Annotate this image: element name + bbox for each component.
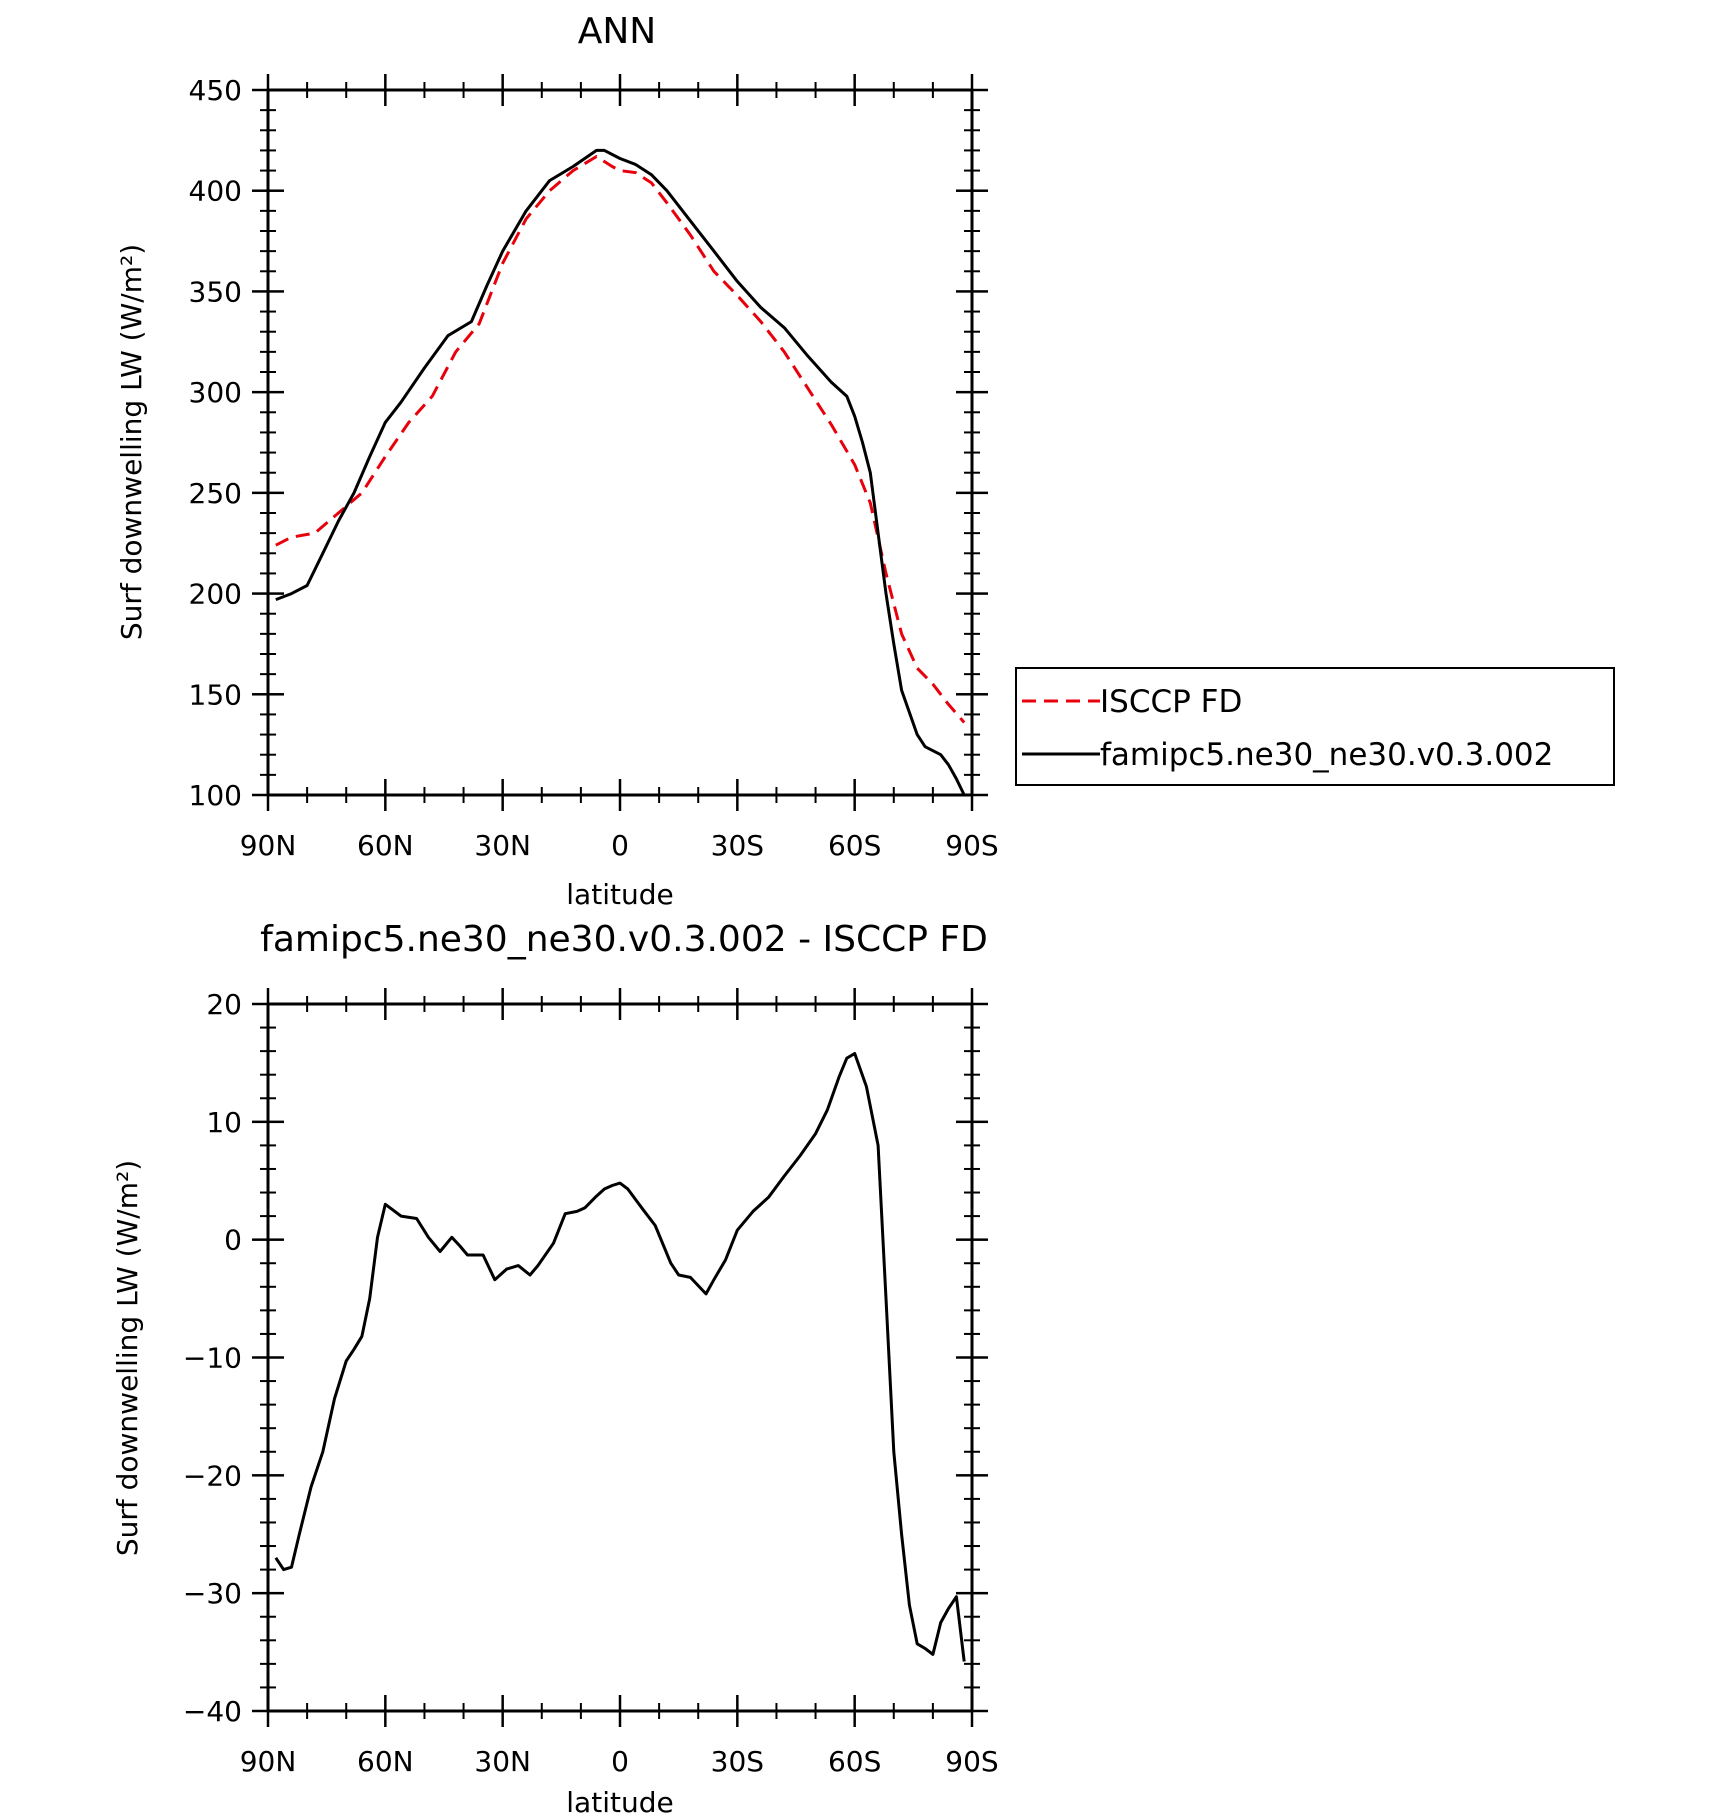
x-tick-label-top-0: 90N xyxy=(240,829,297,862)
y-tick-label-bottom-2: −20 xyxy=(183,1459,242,1492)
panel-bottom-xlabel: latitude xyxy=(566,1786,673,1816)
series-line-top-0 xyxy=(275,155,966,724)
legend-box xyxy=(1015,667,1615,786)
series-line-bottom-0 xyxy=(274,1052,966,1662)
x-tick-label-bottom-5: 60S xyxy=(828,1745,881,1778)
panel-bottom-ticks: 90N 60N 30N 0 30S 60S 90S −40 −30 −20 −10 0 10 20 xyxy=(183,988,999,1778)
y-tick-label-bottom-0: −40 xyxy=(183,1695,242,1728)
y-tick-label-top-5: 350 xyxy=(189,275,242,308)
y-tick-label-top-2: 200 xyxy=(189,578,242,611)
series-line-top-1 xyxy=(275,148,966,796)
y-tick-label-bottom-5: 10 xyxy=(206,1106,242,1139)
y-tick-label-bottom-1: −30 xyxy=(183,1577,242,1610)
x-tick-label-bottom-4: 30S xyxy=(711,1745,764,1778)
x-tick-label-top-4: 30S xyxy=(711,829,764,862)
y-tick-label-top-1: 150 xyxy=(189,678,242,711)
x-tick-label-top-2: 30N xyxy=(474,829,531,862)
panel-bottom: famipc5.ne30_ne30.v0.3.002 - ISCCP FD 90… xyxy=(111,919,999,1816)
x-tick-label-top-6: 90S xyxy=(945,829,998,862)
x-tick-label-bottom-3: 0 xyxy=(611,1745,629,1778)
x-tick-label-top-1: 60N xyxy=(357,829,414,862)
legend-label-isccp: ISCCP FD xyxy=(1100,684,1242,720)
x-tick-label-bottom-2: 30N xyxy=(474,1745,531,1778)
panel-top-frame xyxy=(266,88,974,797)
y-tick-label-bottom-6: 20 xyxy=(206,988,242,1021)
y-tick-label-bottom-3: −10 xyxy=(183,1342,242,1375)
panel-bottom-title: famipc5.ne30_ne30.v0.3.002 - ISCCP FD xyxy=(260,919,988,960)
x-tick-label-top-5: 60S xyxy=(828,829,881,862)
panel-bottom-ylabel: Surf downwelling LW (W/m²) xyxy=(111,1160,144,1556)
legend: ISCCP FD famipc5.ne30_ne30.v0.3.002 xyxy=(1015,667,1615,786)
x-tick-label-top-3: 0 xyxy=(611,829,629,862)
panel-top-title: ANN xyxy=(578,11,657,52)
panel-bottom-series xyxy=(274,1052,966,1662)
y-tick-label-top-6: 400 xyxy=(189,175,242,208)
legend-label-model: famipc5.ne30_ne30.v0.3.002 xyxy=(1100,737,1553,773)
x-tick-label-bottom-6: 90S xyxy=(945,1745,998,1778)
panel-top: ANN 90N 60N 30N 0 30S 60S 90S 100 150 200 250 300 35… xyxy=(115,11,1615,911)
y-tick-label-top-7: 450 xyxy=(189,74,242,107)
x-tick-label-bottom-1: 60N xyxy=(357,1745,414,1778)
y-tick-label-top-0: 100 xyxy=(189,779,242,812)
y-tick-label-top-3: 250 xyxy=(189,477,242,510)
panel-top-ylabel: Surf downwelling LW (W/m²) xyxy=(115,244,148,640)
y-tick-label-bottom-4: 0 xyxy=(224,1224,242,1257)
panel-top-ticks: 90N 60N 30N 0 30S 60S 90S 100 150 200 250 300 350 400… xyxy=(189,74,999,862)
panel-bottom-frame xyxy=(266,1002,974,1713)
panel-top-xlabel: latitude xyxy=(566,878,673,911)
panel-top-series xyxy=(275,148,966,796)
y-tick-label-top-4: 300 xyxy=(189,376,242,409)
x-tick-label-bottom-0: 90N xyxy=(240,1745,297,1778)
